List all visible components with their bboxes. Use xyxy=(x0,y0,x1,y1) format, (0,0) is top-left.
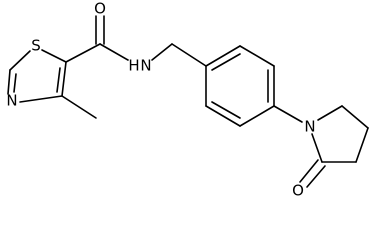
bond xyxy=(61,61,67,97)
bond xyxy=(19,95,63,103)
bond xyxy=(306,165,326,188)
atom-label: N xyxy=(304,118,315,136)
bond xyxy=(61,95,97,119)
bond xyxy=(341,105,369,129)
bond xyxy=(211,101,241,119)
bond xyxy=(205,105,241,127)
bond xyxy=(56,67,61,93)
bond xyxy=(239,105,275,127)
bond xyxy=(317,105,343,121)
atom-label: S xyxy=(31,37,41,55)
bond xyxy=(299,159,319,183)
bond xyxy=(65,43,101,63)
atom-label: N xyxy=(140,57,151,75)
bond xyxy=(355,127,369,163)
bond xyxy=(99,43,129,61)
bond xyxy=(211,53,241,71)
bond xyxy=(171,43,207,67)
bond xyxy=(41,49,67,63)
bond xyxy=(239,45,275,67)
atom-label: O xyxy=(94,0,106,18)
bond xyxy=(9,50,31,71)
bond xyxy=(273,105,303,123)
bond xyxy=(205,45,241,67)
bond xyxy=(311,133,323,163)
bond xyxy=(151,43,173,61)
atom-label: O xyxy=(292,182,304,200)
bond xyxy=(13,73,17,93)
bonds xyxy=(7,15,369,188)
molecule-diagram: O S N N H N O xyxy=(6,0,369,200)
atom-label: H xyxy=(128,57,139,75)
atom-label: N xyxy=(6,92,17,110)
bond xyxy=(7,69,11,95)
